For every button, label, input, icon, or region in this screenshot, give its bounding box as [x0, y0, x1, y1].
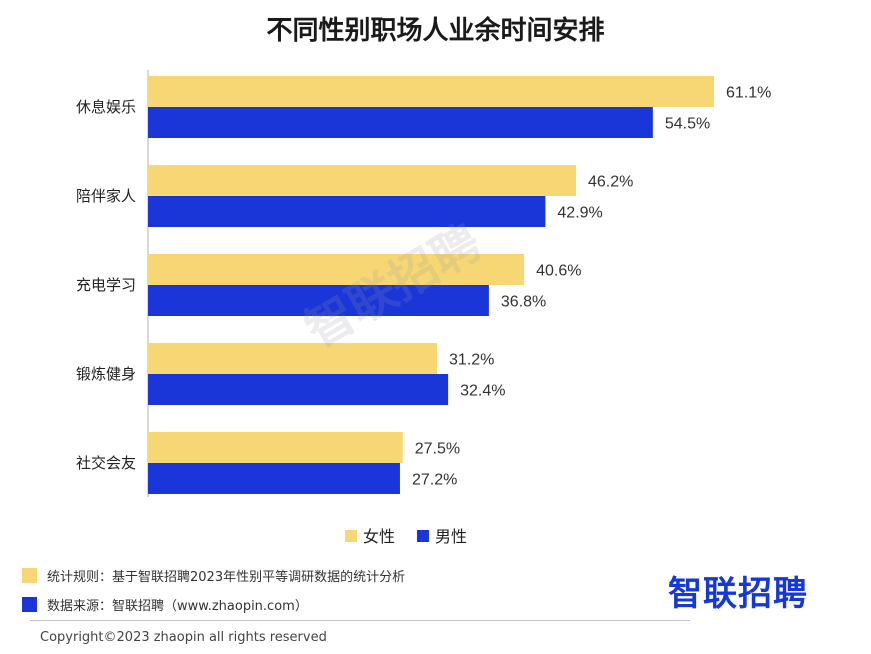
data-label: 27.5%	[415, 441, 460, 458]
bar-chart: 休息娱乐 61.1% 54.5% 陪伴家人 46.2% 42.9% 充电学习 40.6% 36.…	[76, 70, 771, 546]
footer-source: 数据来源：智联招聘（www.zhaopin.com）	[22, 594, 308, 614]
data-label: 27.2%	[412, 472, 457, 489]
bar-male	[148, 374, 449, 405]
legend-swatch	[417, 530, 429, 542]
data-label: 40.6%	[536, 263, 581, 280]
footer-rule: 统计规则：基于智联招聘2023年性别平等调研数据的统计分析	[22, 565, 405, 585]
bar-male	[148, 285, 489, 316]
bar-female	[148, 165, 576, 196]
rule-text: 统计规则：基于智联招聘2023年性别平等调研数据的统计分析	[47, 569, 406, 585]
legend-swatch	[345, 530, 357, 542]
bar-female	[148, 76, 714, 107]
bar-male	[148, 196, 546, 227]
brand-logo: 智联招聘	[668, 574, 808, 614]
bar-male	[148, 107, 653, 138]
bar-male	[148, 463, 400, 494]
bar-female	[148, 254, 525, 285]
data-label: 61.1%	[726, 85, 771, 102]
category-label: 锻炼健身	[76, 365, 136, 383]
chart-title: 不同性别职场人业余时间安排	[266, 16, 605, 46]
category-label: 休息娱乐	[76, 98, 136, 116]
bar-female	[148, 432, 403, 463]
category-label: 充电学习	[76, 276, 136, 294]
data-label: 54.5%	[665, 116, 710, 133]
source-text: 数据来源：智联招聘（www.zhaopin.com）	[47, 598, 308, 614]
footer-divider	[30, 620, 690, 621]
legend-label: 男性	[435, 527, 467, 546]
legend-label: 女性	[363, 527, 395, 546]
source-swatch	[22, 596, 37, 612]
rule-swatch	[22, 567, 37, 583]
bar-female	[148, 343, 438, 374]
category-label: 社交会友	[76, 454, 136, 472]
data-label: 46.2%	[588, 174, 633, 191]
category-label: 陪伴家人	[76, 187, 136, 205]
data-label: 31.2%	[449, 352, 494, 369]
data-label: 32.4%	[460, 383, 505, 400]
copyright-text: Copyright©2023 zhaopin all rights reserv…	[40, 630, 327, 645]
data-label: 42.9%	[557, 205, 602, 222]
data-label: 36.8%	[501, 294, 546, 311]
